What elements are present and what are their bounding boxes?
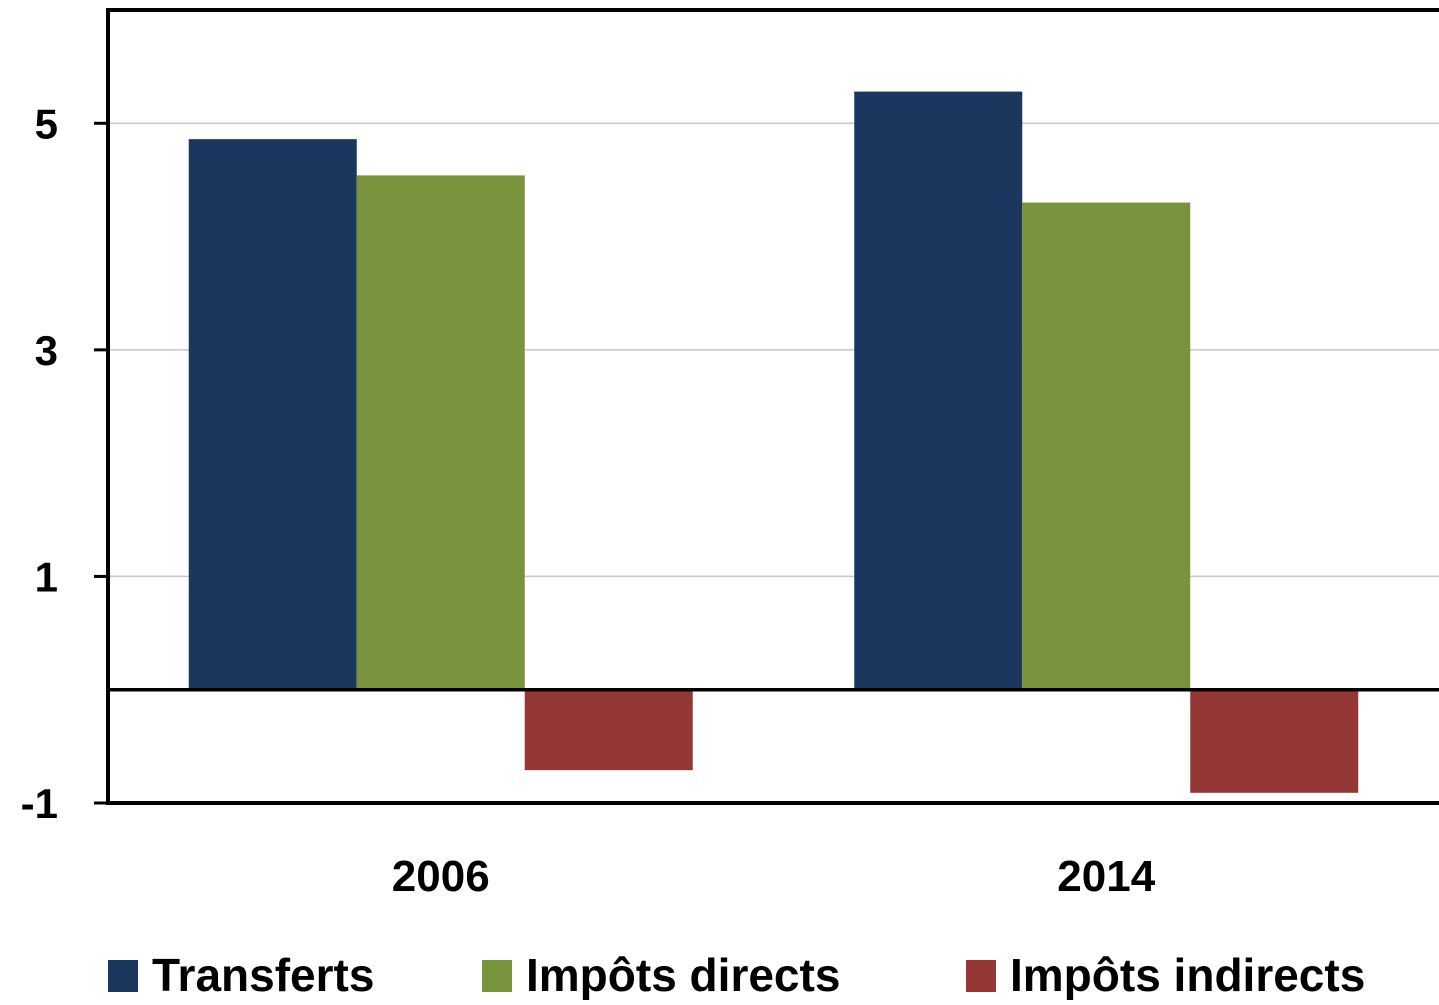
axes <box>106 8 1439 805</box>
legend-label: Impôts directs <box>526 949 840 1000</box>
bar-imp-ts-indirects-2014 <box>1190 689 1359 793</box>
legend-swatch <box>108 960 138 992</box>
bar-transferts-2006 <box>188 139 357 690</box>
y-tick-label: -1 <box>21 780 58 827</box>
bar-imp-ts-indirects-2006 <box>524 689 693 771</box>
bar-transferts-2014 <box>854 91 1023 690</box>
legend-swatch <box>966 960 996 992</box>
x-category-label: 2006 <box>392 852 490 901</box>
bars <box>188 91 1359 793</box>
y-axis-ticks: -1 1 3 5 <box>21 100 108 827</box>
legend-swatch <box>482 960 512 992</box>
legend-label: Impôts indirects <box>1010 949 1365 1000</box>
bar-imp-ts-directs-2014 <box>1022 202 1191 690</box>
y-tick-label: 5 <box>35 100 58 147</box>
y-tick-label: 3 <box>35 327 58 374</box>
y-tick-label: 1 <box>35 553 58 600</box>
x-axis-labels: 2006 2014 <box>392 852 1156 901</box>
legend: Transferts Impôts directs Impôts indirects <box>108 949 1365 1001</box>
bar-imp-ts-directs-2006 <box>356 175 525 690</box>
x-category-label: 2014 <box>1057 852 1155 901</box>
legend-label: Transferts <box>152 949 374 1000</box>
